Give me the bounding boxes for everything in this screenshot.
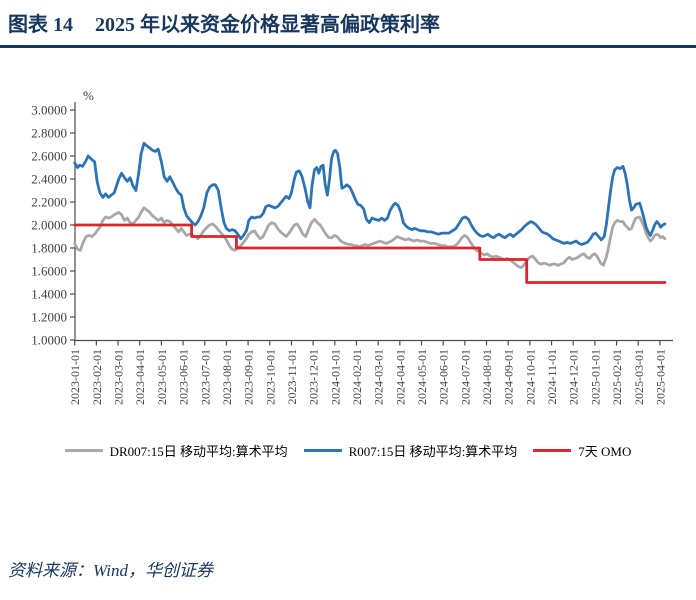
x-tick-label: 2023-08-01 — [220, 349, 234, 405]
y-tick-label: 2.8000 — [31, 126, 67, 141]
x-tick-label: 2023-06-01 — [177, 349, 191, 405]
series-line-1 — [73, 141, 667, 246]
y-tick-label: 2.0000 — [31, 218, 67, 233]
y-tick-label: 1.4000 — [31, 287, 67, 302]
x-tick-label: 2024-01-01 — [328, 349, 342, 405]
x-tick-label: 2024-11-01 — [545, 349, 559, 405]
x-tick-label: 2023-10-01 — [263, 349, 277, 405]
x-tick-label: 2024-05-01 — [415, 349, 429, 405]
x-tick-label: 2025-04-01 — [653, 349, 667, 405]
x-tick-label: 2023-03-01 — [112, 349, 126, 405]
figure-number: 图表 14 — [8, 14, 73, 36]
x-tick-label: 2023-12-01 — [307, 349, 321, 405]
legend-item-1: R007:15日 移动平均:算术平均 — [303, 441, 518, 460]
x-tick-label: 2025-03-01 — [632, 349, 646, 405]
x-tick-label: 2024-06-01 — [437, 349, 451, 405]
y-tick-label: 2.6000 — [31, 149, 67, 164]
figure-title: 图表 14 2025 年以来资金价格显著高偏政策利率 — [8, 8, 440, 37]
y-tick-label: 1.6000 — [31, 264, 67, 279]
x-tick-label: 2024-03-01 — [372, 349, 386, 405]
title-divider — [0, 45, 696, 48]
y-axis-unit-label: % — [83, 88, 94, 103]
legend-label: 7天 OMO — [578, 444, 632, 459]
x-tick-label: 2024-02-01 — [350, 349, 364, 405]
x-tick-label: 2023-05-01 — [155, 349, 169, 405]
legend-label: DR007:15日 移动平均:算术平均 — [109, 444, 288, 459]
legend-swatch-icon — [64, 449, 103, 452]
legend-item-0: DR007:15日 移动平均:算术平均 — [64, 441, 288, 460]
legend-swatch-icon — [303, 449, 342, 452]
x-tick-label: 2024-12-01 — [567, 349, 581, 405]
series-line-2 — [73, 223, 667, 284]
x-tick-label: 2023-01-01 — [68, 349, 82, 405]
x-tick-label: 2024-09-01 — [502, 349, 516, 405]
x-tick-label: 2023-09-01 — [242, 349, 256, 405]
x-tick-label: 2023-02-01 — [90, 349, 104, 405]
x-tick-label: 2025-01-01 — [588, 349, 602, 405]
chart-legend: DR007:15日 移动平均:算术平均 R007:15日 移动平均:算术平均 7天 … — [0, 441, 696, 460]
series-line-0 — [73, 206, 667, 270]
y-tick-label: 1.2000 — [31, 310, 67, 325]
x-tick-label: 2023-07-01 — [198, 349, 212, 405]
chart-canvas: % 3.0000 2.8000 2.6000 2.4000 2.2000 2.0000 1.8… — [31, 88, 673, 405]
x-tick-label: 2024-10-01 — [523, 349, 537, 405]
figure-title-text: 2025 年以来资金价格显著高偏政策利率 — [95, 14, 440, 36]
y-tick-label: 2.4000 — [31, 172, 67, 187]
y-tick-label: 3.0000 — [31, 103, 67, 118]
legend-label: R007:15日 移动平均:算术平均 — [348, 444, 518, 459]
x-tick-label: 2023-11-01 — [285, 349, 299, 405]
y-tick-label: 1.0000 — [31, 333, 67, 348]
legend-swatch-icon — [533, 449, 572, 452]
x-tick-label: 2024-04-01 — [393, 349, 407, 405]
legend-item-2: 7天 OMO — [533, 441, 631, 460]
y-tick-label: 1.8000 — [31, 241, 67, 256]
x-tick-label: 2025-02-01 — [610, 349, 624, 405]
source-note: 资料来源：Wind，华创证券 — [8, 561, 213, 580]
y-tick-label: 2.2000 — [31, 195, 67, 210]
x-tick-label: 2023-04-01 — [133, 349, 147, 405]
x-tick-label: 2024-08-01 — [480, 349, 494, 405]
x-tick-label: 2024-07-01 — [458, 349, 472, 405]
